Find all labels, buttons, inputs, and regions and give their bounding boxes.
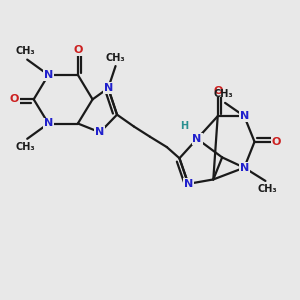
Text: N: N [103, 83, 113, 93]
Text: N: N [193, 134, 202, 144]
Text: CH₃: CH₃ [16, 142, 36, 152]
Text: O: O [272, 137, 281, 147]
Text: N: N [184, 179, 193, 189]
Text: N: N [240, 111, 249, 121]
Text: H: H [180, 122, 188, 131]
Text: O: O [73, 46, 83, 56]
Text: N: N [44, 118, 53, 128]
Text: O: O [9, 94, 19, 104]
Text: N: N [44, 70, 53, 80]
Text: CH₃: CH₃ [106, 53, 125, 63]
Text: O: O [213, 86, 222, 96]
Text: CH₃: CH₃ [16, 46, 36, 56]
Text: N: N [240, 163, 249, 173]
Text: N: N [95, 127, 105, 137]
Text: CH₃: CH₃ [257, 184, 277, 194]
Text: CH₃: CH₃ [214, 89, 233, 99]
